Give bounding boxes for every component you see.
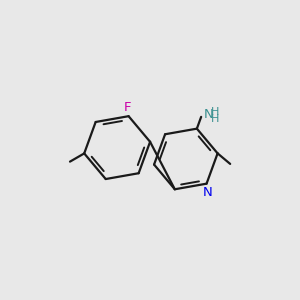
Text: N: N bbox=[204, 108, 214, 121]
Text: F: F bbox=[123, 101, 131, 114]
Text: H: H bbox=[211, 114, 220, 124]
Text: H: H bbox=[211, 107, 220, 117]
Text: N: N bbox=[202, 185, 212, 199]
